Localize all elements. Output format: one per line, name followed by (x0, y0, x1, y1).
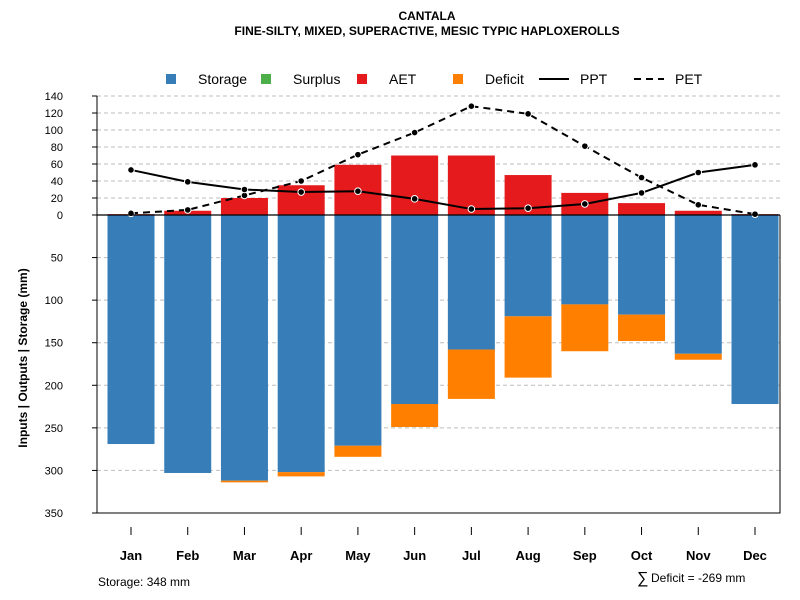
y-tick-label: 60 (51, 159, 63, 171)
pet-line (130, 105, 756, 216)
bars (107, 155, 779, 483)
deficit-bar (220, 480, 268, 483)
deficit-note: Deficit = -269 mm (651, 571, 745, 585)
chart-title: CANTALA (398, 9, 455, 23)
pet-point (581, 142, 589, 150)
storage-bar (731, 215, 779, 405)
x-tick-label: Jan (120, 548, 142, 563)
legend-swatch-deficit (453, 74, 463, 84)
deficit-bar (674, 353, 722, 360)
ppt-point (183, 178, 192, 186)
storage-note: Storage: 348 mm (98, 575, 190, 589)
pet-point (354, 150, 362, 159)
x-tick-label: Feb (176, 548, 199, 563)
y-tick-label: 120 (45, 108, 63, 120)
ppt-point (127, 166, 135, 174)
ppt-point (524, 204, 532, 212)
legend-label-deficit: Deficit (485, 71, 524, 87)
storage-bar (674, 215, 722, 354)
ppt-point (581, 200, 589, 208)
y-tick-label: 200 (45, 380, 63, 392)
pet-point (694, 201, 703, 209)
x-tick-label: Aug (515, 548, 540, 563)
pet-point (183, 206, 192, 214)
y-tick-label: 350 (45, 508, 63, 520)
pet-point (297, 177, 305, 185)
ppt-point (240, 185, 249, 194)
legend-label-ppt: PPT (580, 71, 608, 87)
storage-bar (447, 215, 495, 350)
x-tick-label: Mar (233, 548, 256, 563)
y-tick-label: 50 (51, 253, 63, 265)
y-tick-label: 100 (45, 125, 63, 137)
legend-label-surplus: Surplus (293, 71, 340, 87)
ppt-point (410, 195, 419, 203)
aet-bar (447, 155, 495, 215)
deficit-sum-symbol: ∑ (637, 570, 648, 587)
deficit-bar (277, 472, 325, 477)
legend-label-pet: PET (675, 71, 703, 87)
x-tick-label: Jul (462, 548, 481, 563)
storage-bar (107, 215, 155, 445)
storage-bar (561, 215, 609, 305)
legend-label-storage: Storage (198, 71, 247, 87)
storage-bar (164, 215, 212, 473)
ppt-point (694, 168, 703, 177)
ppt-point (467, 205, 476, 213)
pet-point (637, 173, 646, 182)
aet-bar (220, 198, 268, 215)
aet-bar (674, 210, 722, 215)
ppt-point (297, 188, 305, 196)
pet-point (410, 128, 419, 137)
y-axis-label: Inputs | Outputs | Storage (mm) (16, 268, 30, 447)
y-tick-label: 80 (51, 142, 63, 154)
pet-point (751, 210, 759, 218)
x-tick-label: Apr (290, 548, 312, 563)
legend-swatch-storage (166, 74, 176, 84)
y-tick-label: 150 (45, 338, 63, 350)
deficit-bar (334, 445, 382, 457)
deficit-bar (504, 316, 552, 378)
chart-subtitle: FINE-SILTY, MIXED, SUPERACTIVE, MESIC TY… (234, 24, 619, 38)
storage-bar (334, 215, 382, 446)
deficit-bar (561, 304, 609, 352)
deficit-bar (391, 404, 439, 428)
aet-bar (391, 155, 439, 215)
ppt-point (751, 161, 759, 169)
x-tick-label: Sep (573, 548, 597, 563)
x-tick-label: May (345, 548, 371, 563)
y-tick-label: 250 (45, 423, 63, 435)
ppt-point (637, 189, 646, 197)
x-tick-label: Dec (743, 548, 767, 563)
x-tick-label: Jun (403, 548, 426, 563)
aet-bar (618, 203, 666, 215)
storage-bar (277, 215, 325, 473)
ppt-line (130, 163, 756, 211)
y-tick-label: 0 (57, 210, 63, 222)
x-tick-label: Nov (686, 548, 711, 563)
storage-bar (504, 215, 552, 317)
x-tick-label: Oct (631, 548, 653, 563)
y-tick-label: 300 (45, 465, 63, 477)
legend-swatch-aet (357, 74, 367, 84)
pet-point (467, 102, 476, 110)
storage-bar (618, 215, 666, 315)
y-tick-label: 100 (45, 295, 63, 307)
y-tick-label: 140 (45, 91, 63, 103)
deficit-bar (447, 349, 495, 399)
y-tick-label: 40 (51, 176, 63, 188)
axes: 0 20 40 60 80 100 120 140 50 100 150 200 250 300 350 Ja… (45, 91, 781, 563)
legend-label-aet: AET (389, 71, 417, 87)
pet-point (524, 110, 532, 118)
y-tick-label: 20 (51, 193, 63, 205)
pet-point (127, 209, 135, 218)
legend: Storage Surplus AET Deficit PPT PET (166, 71, 703, 87)
lines (127, 102, 759, 218)
ppt-point (354, 187, 362, 195)
storage-bar (220, 215, 268, 481)
legend-swatch-surplus (261, 74, 271, 84)
deficit-bar (618, 314, 666, 342)
storage-bar (391, 215, 439, 405)
